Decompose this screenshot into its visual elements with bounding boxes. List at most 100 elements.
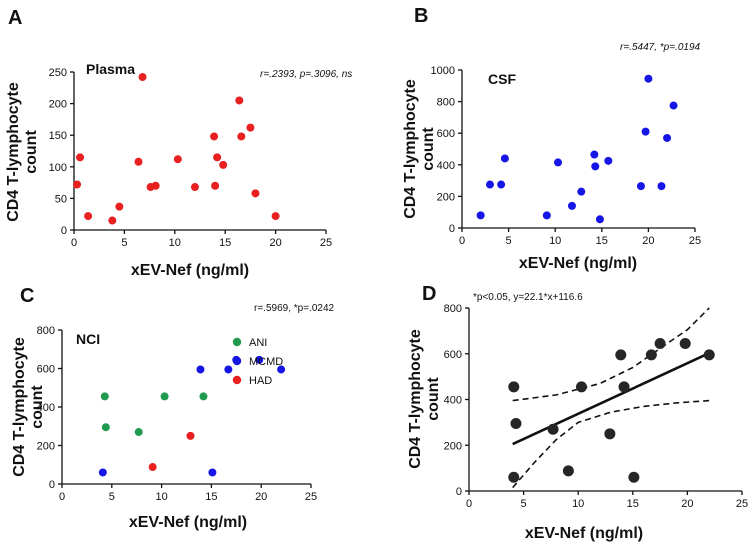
y-tick-label: 400 xyxy=(437,160,455,172)
data-point xyxy=(210,132,219,141)
data-point-mcmd xyxy=(224,365,233,374)
x-tick-label: 10 xyxy=(169,237,181,249)
data-point-mcmd xyxy=(277,365,286,374)
data-point xyxy=(562,465,574,477)
data-point xyxy=(542,211,551,220)
y-axis-title-line: count xyxy=(23,130,40,174)
x-tick-label: 5 xyxy=(121,237,127,249)
x-tick-label: 25 xyxy=(305,491,317,503)
y-axis-title-line: CD4 T-lymphocyte xyxy=(402,79,419,219)
y-tick-label: 600 xyxy=(37,364,55,376)
x-tick-label: 25 xyxy=(736,498,748,510)
x-tick-label: 20 xyxy=(255,491,267,503)
panel-letter-c: C xyxy=(20,285,34,307)
data-point xyxy=(618,381,630,393)
data-point xyxy=(173,155,182,164)
panel-a: A xyxy=(8,7,22,29)
panel-b: B xyxy=(414,5,428,27)
panel-c: C xyxy=(20,285,34,307)
ci-upper-curve xyxy=(512,307,710,402)
x-tick-label: 10 xyxy=(549,235,561,247)
data-point xyxy=(669,101,678,110)
data-point xyxy=(591,162,600,171)
data-point xyxy=(76,153,85,162)
y-tick-label: 0 xyxy=(456,486,462,498)
data-point xyxy=(508,381,520,393)
data-point xyxy=(134,157,143,166)
data-point-ani xyxy=(199,392,208,401)
panel-letter-a: A xyxy=(8,7,22,29)
y-axis-title-line: count xyxy=(420,127,437,171)
x-tick-label: 15 xyxy=(627,498,639,510)
y-axis-title-a: CD4 T-lymphocytecount xyxy=(5,82,40,222)
data-point xyxy=(657,182,666,191)
y-tick-label: 0 xyxy=(49,479,55,491)
data-point xyxy=(641,127,650,136)
y-tick-label: 400 xyxy=(444,395,462,407)
data-point xyxy=(663,133,672,142)
y-axis-title-line: count xyxy=(425,377,442,421)
data-point xyxy=(213,153,222,162)
data-point-ani xyxy=(101,423,110,432)
regression-line xyxy=(512,351,710,446)
y-tick-label: 200 xyxy=(49,99,67,111)
data-point xyxy=(271,212,280,221)
stat-annotation-d: *p<0.05, y=22.1*x+116.6 xyxy=(473,292,583,303)
data-point xyxy=(190,183,199,192)
data-point-ani xyxy=(134,428,143,437)
inner-label-c: NCI xyxy=(76,331,100,347)
x-tick-label: 10 xyxy=(572,498,584,510)
data-point xyxy=(115,202,124,211)
y-tick-label: 250 xyxy=(49,67,67,79)
x-tick-label: 10 xyxy=(155,491,167,503)
legend-swatch-mcmd xyxy=(232,356,242,366)
data-point xyxy=(84,212,93,221)
data-point-had xyxy=(148,463,157,472)
data-point xyxy=(211,181,220,190)
y-tick-label: 50 xyxy=(55,193,67,205)
y-axis-title-line: count xyxy=(29,385,46,429)
legend-label-had: HAD xyxy=(249,375,272,387)
legend-label-mcmd: MCMD xyxy=(249,356,283,368)
stat-annotation-b: r=.5447, *p=.0194 xyxy=(620,42,701,53)
data-point xyxy=(679,337,691,349)
y-axis-title-d: CD4 T-lymphocytecount xyxy=(407,329,442,469)
data-point-mcmd xyxy=(255,355,264,364)
data-point xyxy=(510,418,522,430)
y-axis-title-line: CD4 T-lymphocyte xyxy=(11,337,28,477)
data-point xyxy=(615,349,627,361)
x-tick-label: 0 xyxy=(466,498,472,510)
x-axis-title-a: xEV-Nef (ng/ml) xyxy=(131,262,249,279)
y-axis-title-line: CD4 T-lymphocyte xyxy=(5,82,22,222)
x-tick-label: 20 xyxy=(642,235,654,247)
data-point xyxy=(485,180,494,189)
data-point-mcmd xyxy=(98,468,107,477)
y-axis-title-line: CD4 T-lymphocyte xyxy=(407,329,424,469)
x-tick-label: 15 xyxy=(219,237,231,249)
panel-letter-d: D xyxy=(422,283,436,305)
y-tick-label: 400 xyxy=(37,402,55,414)
stat-annotation-c: r=.5969, *p=.0242 xyxy=(254,303,335,314)
data-point xyxy=(575,381,587,393)
x-tick-label: 5 xyxy=(521,498,527,510)
data-point xyxy=(628,471,640,483)
y-tick-label: 100 xyxy=(49,162,67,174)
chart-d: 0 5 10 15 20 25 0 200 400 600 800 xEV-Nef (ng/ml) CD… xyxy=(407,292,748,542)
data-point xyxy=(590,150,599,159)
data-point xyxy=(577,187,586,196)
data-point xyxy=(636,182,645,191)
data-point xyxy=(246,123,255,132)
x-tick-label: 0 xyxy=(59,491,65,503)
panel-letter-b: B xyxy=(414,5,428,27)
y-tick-label: 200 xyxy=(437,191,455,203)
y-tick-label: 600 xyxy=(437,128,455,140)
data-point-mcmd xyxy=(196,365,205,374)
x-tick-label: 20 xyxy=(269,237,281,249)
data-point xyxy=(251,189,260,198)
data-point xyxy=(108,216,117,225)
data-point xyxy=(73,180,82,189)
y-tick-label: 0 xyxy=(61,225,67,237)
legend-swatch-had xyxy=(232,375,242,385)
